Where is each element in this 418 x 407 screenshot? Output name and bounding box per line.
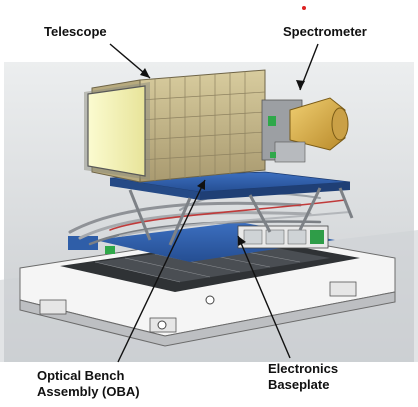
- electronics-baseplate: [68, 222, 335, 262]
- arrowheads: [140, 68, 305, 246]
- marker-dot: [302, 6, 306, 10]
- label-electronics-baseplate: Electronics Baseplate: [268, 361, 338, 393]
- spectrometer-unit: [261, 97, 349, 163]
- label-oba-line2: Assembly (OBA): [37, 384, 140, 399]
- label-spectrometer: Spectrometer: [283, 24, 367, 39]
- label-electronics-line1: Electronics: [268, 361, 339, 376]
- label-electronics-line2: Baseplate: [268, 377, 330, 392]
- base-platform: [19, 231, 396, 347]
- electronics-leader: [237, 235, 291, 359]
- label-oba-line1: Optical Bench: [37, 368, 125, 383]
- oba-leader: [117, 179, 206, 363]
- label-telescope: Telescope: [44, 24, 107, 39]
- label-optical-bench-assembly: Optical Bench Assembly (OBA): [37, 368, 140, 400]
- telescope-aperture: [84, 82, 150, 180]
